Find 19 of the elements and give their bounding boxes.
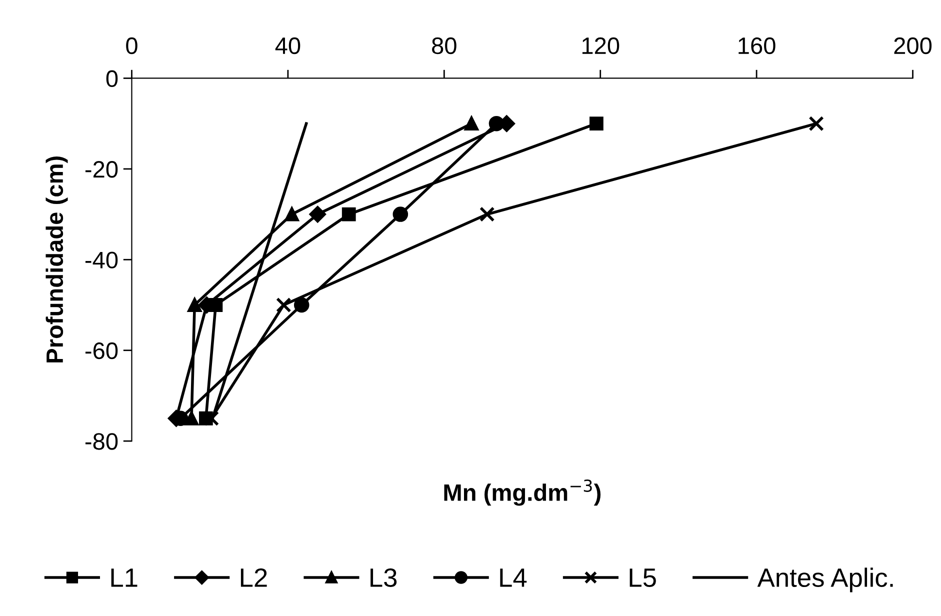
x-tick-label: 80 bbox=[432, 37, 456, 54]
legend-label: L2 bbox=[240, 568, 267, 587]
legend-label: L3 bbox=[370, 568, 397, 588]
x-axis-title: Mn (mg.dm$^{−3}$) bbox=[444, 479, 601, 506]
y-tick-label: -20 bbox=[85, 161, 118, 178]
legend-label: L1 bbox=[111, 568, 138, 587]
x-tick-label: 200 bbox=[894, 37, 932, 54]
legend-label: L4 bbox=[500, 568, 527, 587]
y-axis-title: Profundidade (cm) bbox=[46, 156, 68, 362]
x-tick-label: 120 bbox=[582, 37, 620, 54]
x-tick-label: 40 bbox=[275, 37, 300, 54]
y-tick-label: -80 bbox=[85, 433, 118, 450]
x-tick-label: 0 bbox=[126, 37, 138, 54]
x-tick-label: 160 bbox=[738, 37, 776, 54]
legend-label: L5 bbox=[630, 568, 656, 588]
y-tick-label: -40 bbox=[85, 252, 118, 268]
legend-label: Antes Aplic. bbox=[757, 568, 893, 592]
y-tick-label: -60 bbox=[85, 342, 118, 360]
y-tick-label: 0 bbox=[106, 70, 118, 88]
